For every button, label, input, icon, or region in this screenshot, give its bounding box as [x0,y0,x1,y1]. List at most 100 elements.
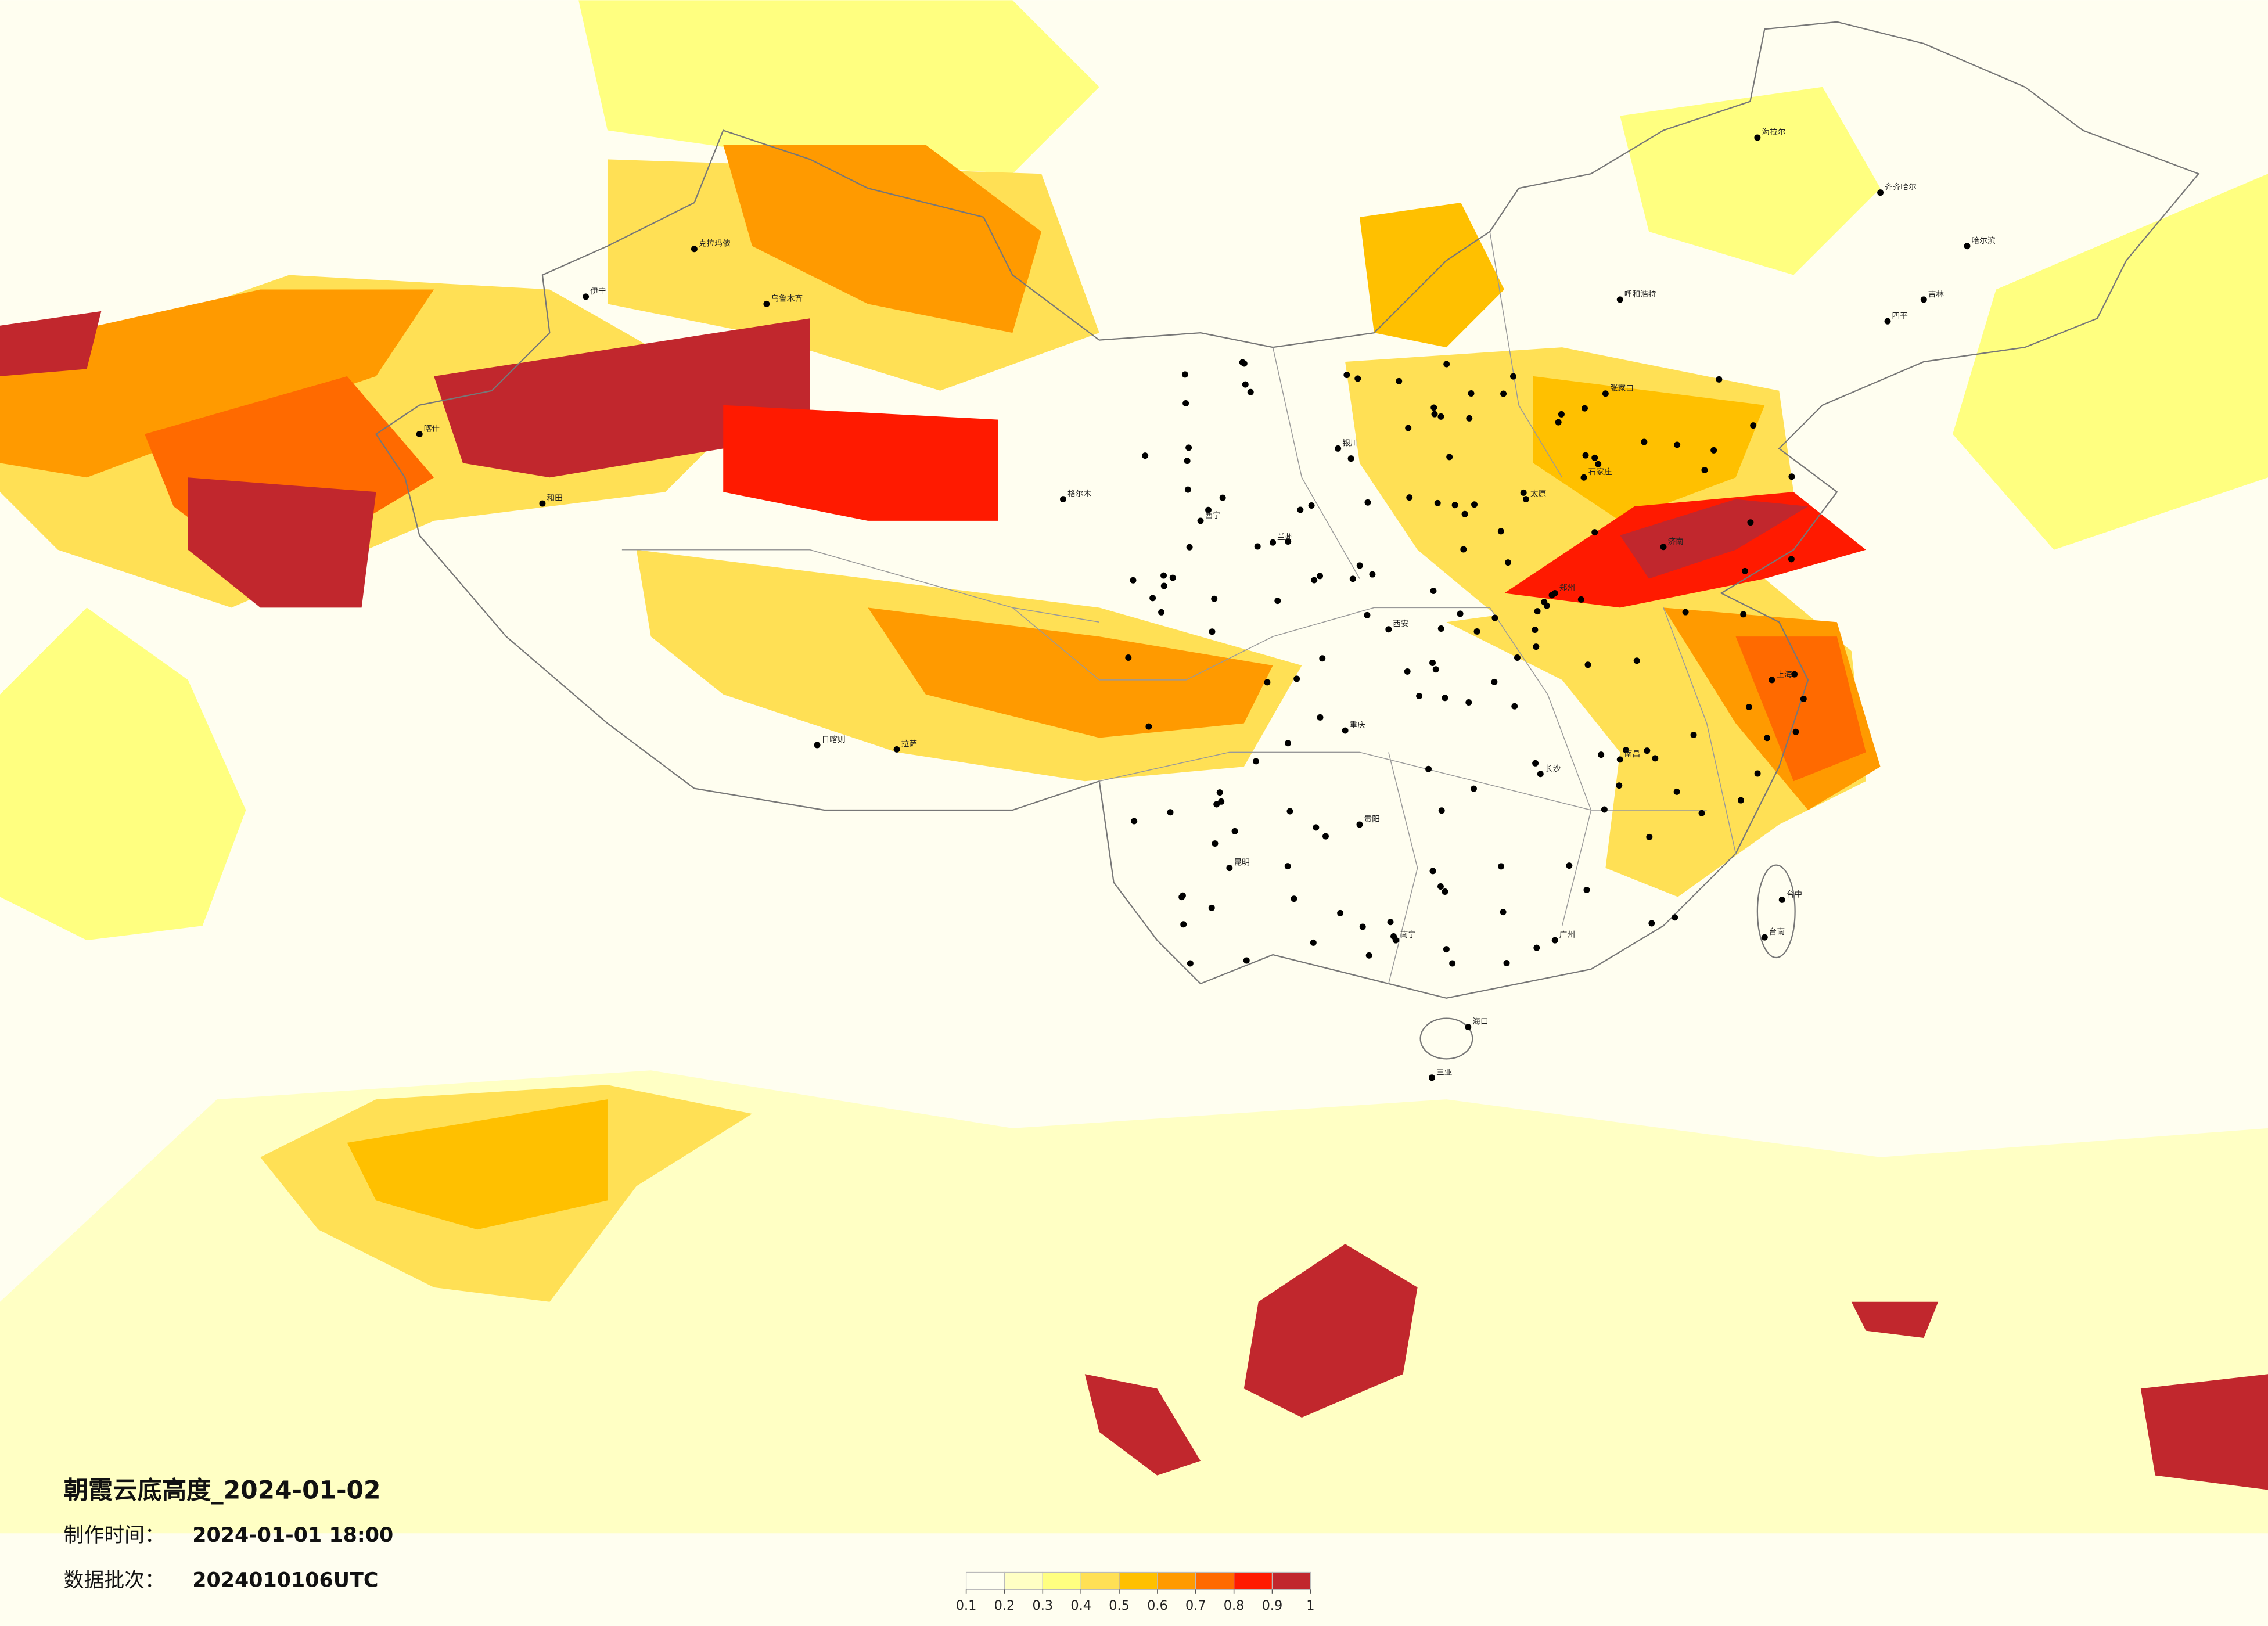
city-dot [1059,496,1066,503]
city-dot [1181,371,1188,378]
city-dot [1443,361,1450,368]
city-dot [1356,562,1363,569]
city-dot [1710,447,1717,454]
city-dot [1652,755,1659,762]
city-dot [1130,577,1137,584]
city-dot [1582,452,1589,459]
city-dot [1877,189,1884,196]
city-dot [1551,937,1558,944]
city-dot [1461,510,1468,517]
city-dot [1437,413,1444,420]
city-dot [1583,887,1590,893]
cloud-area [1735,636,1866,782]
city-dot [539,500,546,507]
city-dot [1231,828,1238,834]
city-dot [1500,390,1507,397]
borders [375,21,2200,1060]
city-label: 和田 [547,494,562,503]
city-dot [1429,1074,1436,1081]
city-dot [1616,782,1623,789]
city-label: 重庆 [1350,721,1366,730]
city-label: 郑州 [1559,583,1575,592]
city-dot [691,246,698,253]
city-dot [1247,388,1254,395]
cloud-area [1953,174,2268,550]
city-label: 格尔木 [1067,490,1091,499]
city-dot [1465,699,1472,706]
city-dot [1616,296,1623,303]
city-dot [1577,596,1584,603]
city-dot [1884,318,1891,325]
cloud-area [188,477,376,608]
legend-swatch [1271,1571,1311,1590]
city-dot [1754,770,1761,777]
city-dot [1160,582,1167,589]
city-label: 兰州 [1277,533,1293,542]
cloud-area [347,1099,608,1230]
city-dot [1541,599,1548,606]
city-dot [1274,598,1281,605]
legend-tick-label: 0.8 [1224,1598,1245,1613]
province-lines [621,231,1737,984]
city-dot [1633,657,1640,664]
city-dot [763,300,770,307]
cloud-area [0,311,102,376]
city-dot [1429,660,1436,666]
legend-tick-label: 0.1 [956,1598,977,1613]
city-dot [1791,671,1798,678]
batch-label: 数据批次： [64,1569,165,1592]
cloud-area [2140,1374,2268,1490]
city-dot [1491,678,1498,685]
city-label: 昆明 [1234,858,1249,868]
city-dot [1533,944,1540,951]
city-dot [1213,801,1220,808]
city-dot [1761,934,1768,941]
cloud-area [1620,87,1881,275]
city-dot [1342,727,1349,734]
city-dot [1442,888,1448,895]
city-dot [1437,883,1444,890]
city-dot [1354,375,1361,382]
city-dot [1365,952,1372,959]
legend-tick-label: 0.9 [1262,1598,1283,1613]
city-dot [1387,919,1394,926]
city-dot [1392,937,1399,944]
legend-swatch [965,1571,1005,1590]
city-dot [1754,134,1761,141]
city-dot [1319,655,1326,662]
city-dot [1241,360,1248,367]
city-dot [1534,608,1541,615]
city-dot [814,742,821,749]
city-dot [1160,572,1167,579]
city-dot [1601,806,1608,813]
city-dot [1356,821,1363,828]
city-dot [1788,556,1795,563]
city-dot [1698,810,1705,816]
city-dot [1497,528,1504,535]
city-dot [1510,373,1516,380]
city-label: 南宁 [1400,930,1416,940]
city-dot [1142,452,1149,459]
taiwan [1756,864,1796,959]
city-dot [1769,677,1775,684]
legend-swatch [1080,1571,1120,1590]
city-dot [1178,894,1185,901]
city-dot [1465,1024,1472,1031]
city-dot [1503,960,1510,966]
city-label: 长沙 [1545,764,1561,774]
china-border [375,21,2200,999]
city-dot [583,293,590,300]
city-dot [1498,863,1505,870]
city-label: 喀什 [424,425,440,434]
city-dot [1416,693,1423,700]
city-dot [1182,400,1189,406]
city-dot [1437,625,1444,632]
city-dot [1184,486,1191,493]
city-dot [1385,626,1392,633]
city-dot [1580,474,1587,481]
city-dot [1313,824,1320,831]
city-dot [1646,833,1653,840]
cloud-area [0,607,246,941]
city-dot [1555,419,1562,426]
city-dot [1750,422,1757,429]
